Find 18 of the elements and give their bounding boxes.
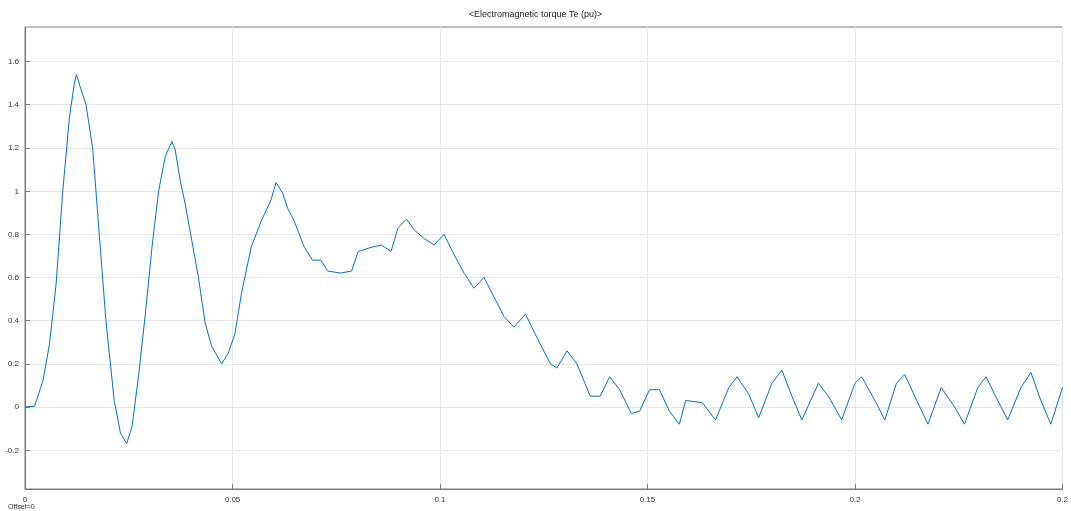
y-tick-label: 1 <box>14 186 20 196</box>
y-tick-label: 0.2 <box>7 359 20 369</box>
y-tick-label: 0.6 <box>7 272 20 282</box>
line-series <box>24 74 1063 445</box>
x-tick-label: 0.1 <box>434 494 447 504</box>
y-tick-label: 0.4 <box>7 316 20 326</box>
x-tick-label: 0.2 <box>1056 494 1069 504</box>
x-tick-label: 0.2 <box>849 494 862 504</box>
y-tick-label: 1.4 <box>7 100 20 110</box>
x-tick-label: 0 <box>22 494 28 504</box>
y-tick-label: -0.2 <box>5 445 20 455</box>
y-tick-label: 0.8 <box>7 229 20 239</box>
y-tick-label: 0 <box>14 402 20 412</box>
y-tick-label: 1.2 <box>7 143 20 153</box>
y-tick-label: 1.6 <box>7 57 20 67</box>
x-tick-label: 0.05 <box>224 494 241 504</box>
chart-title: <Electromagnetic torque Te (pu)> <box>468 8 603 19</box>
x-tick-label: 0.15 <box>639 494 656 504</box>
